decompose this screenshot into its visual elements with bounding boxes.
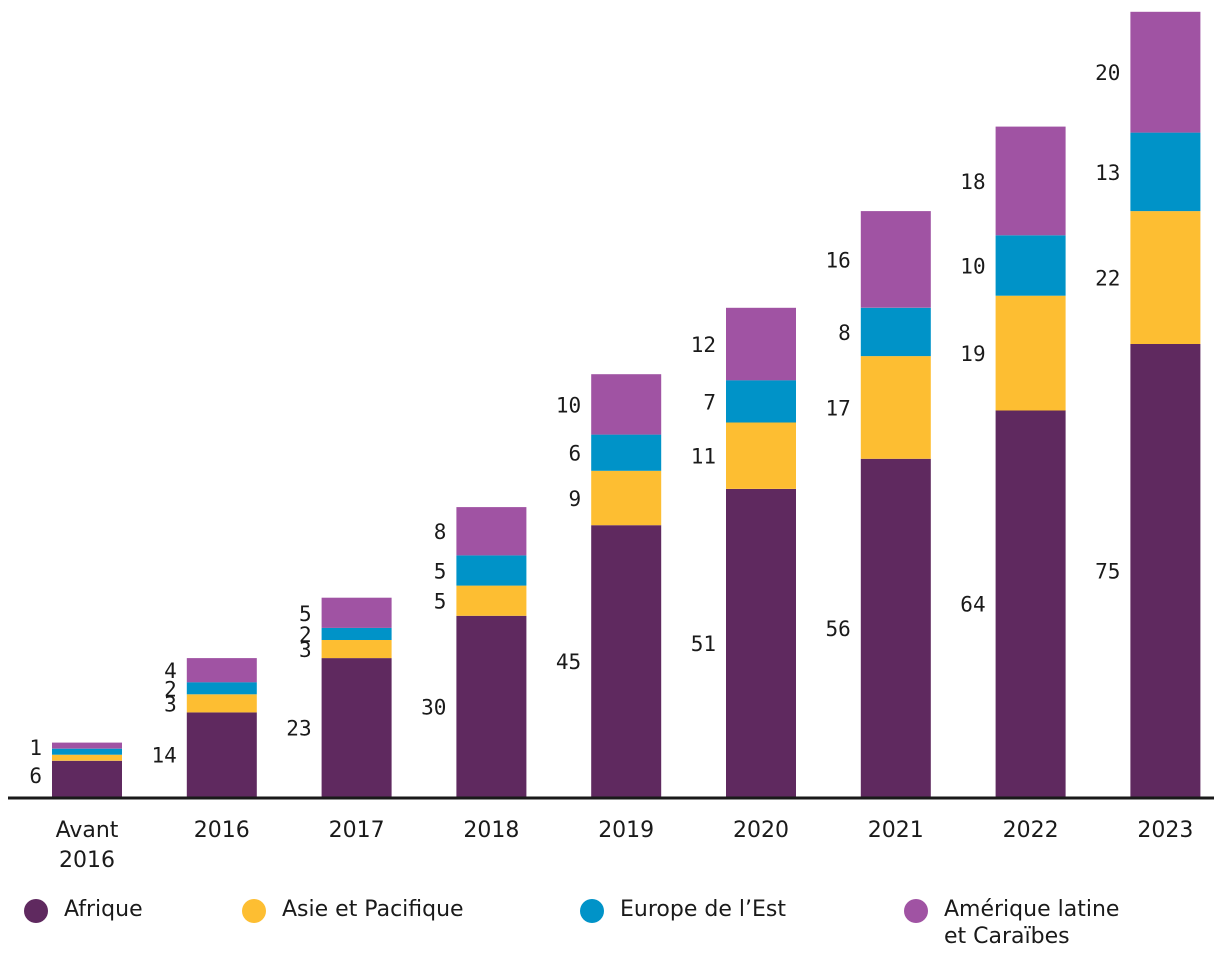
data-label-amerique-latine-et-caraibes-2021: 16 xyxy=(826,248,851,272)
data-label-afrique-2021: 56 xyxy=(826,617,851,641)
bar-europe-de-l-est-avant-2016 xyxy=(52,748,122,755)
tick-label-2021: 2021 xyxy=(868,818,924,843)
data-label-afrique-2019: 45 xyxy=(556,650,581,674)
data-label-afrique-2017: 23 xyxy=(286,717,311,741)
bar-afrique-2016 xyxy=(186,712,257,797)
bar-amerique-latine-et-caraibes-2017 xyxy=(321,597,392,628)
bar-afrique-2023 xyxy=(1130,344,1201,797)
bar-asie-et-pacifique-2016 xyxy=(186,694,257,713)
bar-europe-de-l-est-2018 xyxy=(456,555,527,586)
legend-label: Amérique latine et Caraïbes xyxy=(944,897,1120,949)
bar-afrique-2017 xyxy=(321,658,392,797)
data-label-asie-et-pacifique-2021: 17 xyxy=(826,396,851,420)
data-label-amerique-latine-et-caraibes-2017: 5 xyxy=(299,602,312,626)
data-label-afrique-2023: 75 xyxy=(1095,560,1120,584)
bar-asie-et-pacifique-avant-2016 xyxy=(52,754,122,761)
tick-label-2020: 2020 xyxy=(733,818,789,843)
bars-layer xyxy=(52,11,1201,797)
data-label-amerique-latine-et-caraibes-2019: 10 xyxy=(556,393,581,417)
bar-afrique-2019 xyxy=(591,525,662,797)
tick-label-2022: 2022 xyxy=(1003,818,1059,843)
bar-amerique-latine-et-caraibes-2018 xyxy=(456,507,527,556)
data-label-asie-et-pacifique-2016: 3 xyxy=(164,692,177,716)
bar-europe-de-l-est-2019 xyxy=(591,434,662,471)
bar-amerique-latine-et-caraibes-2022 xyxy=(995,126,1066,236)
bar-asie-et-pacifique-2017 xyxy=(321,640,392,659)
bar-europe-de-l-est-2017 xyxy=(321,627,392,640)
bar-amerique-latine-et-caraibes-2021 xyxy=(860,211,931,308)
bar-asie-et-pacifique-2018 xyxy=(456,585,527,616)
bar-afrique-2020 xyxy=(726,489,796,797)
data-label-asie-et-pacifique-2018: 5 xyxy=(434,590,447,614)
bar-europe-de-l-est-2020 xyxy=(726,380,796,423)
stacked-bar-chart: 61 14324233253055845961051117125617816641… xyxy=(8,11,1214,873)
x-axis-tick-labels: Avant 2016 2016 2017 2018 2019 2020 2021 2022 202… xyxy=(56,818,1194,873)
bar-asie-et-pacifique-2022 xyxy=(995,295,1066,411)
data-labels-layer: 61 14324233253055845961051117125617816641… xyxy=(29,61,1120,788)
bar-afrique-2018 xyxy=(456,615,527,797)
legend-swatch-icon xyxy=(24,899,48,923)
legend-swatch-icon xyxy=(580,899,604,923)
data-label-asie-et-pacifique-2019: 9 xyxy=(569,487,582,511)
legend-swatch-icon xyxy=(904,899,928,923)
legend-label: Europe de l’Est xyxy=(620,897,786,922)
bar-asie-et-pacifique-2021 xyxy=(860,356,931,459)
bar-afrique-2021 xyxy=(860,458,931,797)
data-label-europe-de-l-est-2017: 2 xyxy=(299,623,312,647)
bar-europe-de-l-est-2023 xyxy=(1130,132,1201,212)
tick-label-avant-2016: Avant 2016 xyxy=(56,818,119,873)
legend-item-europe-de-l-est: Europe de l’Est xyxy=(580,896,786,923)
data-label-afrique-2016: 14 xyxy=(152,744,177,768)
bar-amerique-latine-et-caraibes-2020 xyxy=(726,307,796,381)
data-label-afrique-2020: 51 xyxy=(691,632,716,656)
legend-item-asie-et-pacifique: Asie et Pacifique xyxy=(242,896,464,923)
data-label-asie-et-pacifique-2022: 19 xyxy=(960,342,985,366)
data-label-amerique-latine-et-caraibes-2023: 20 xyxy=(1095,61,1120,85)
bar-amerique-latine-et-caraibes-2023 xyxy=(1130,11,1201,133)
data-label-amerique-latine-et-caraibes-2020: 12 xyxy=(691,333,716,357)
data-label-europe-de-l-est-2022: 10 xyxy=(960,255,985,279)
legend-swatch-icon xyxy=(242,899,266,923)
bar-amerique-latine-et-caraibes-avant-2016 xyxy=(52,742,122,749)
bar-europe-de-l-est-2016 xyxy=(186,682,257,695)
data-label-amerique-latine-et-caraibes-2018: 8 xyxy=(434,520,447,544)
legend: Afrique Asie et Pacifique Europe de l’Est A… xyxy=(0,896,1214,956)
data-label-europe-de-l-est-2020: 7 xyxy=(703,390,716,414)
legend-label: Asie et Pacifique xyxy=(282,897,464,922)
data-label-europe-de-l-est-2016: 2 xyxy=(164,677,177,701)
data-label-afrique-2022: 64 xyxy=(960,593,985,617)
bar-afrique-2022 xyxy=(995,410,1066,797)
data-label-asie-et-pacifique-2017: 3 xyxy=(299,638,312,662)
bar-amerique-latine-et-caraibes-2016 xyxy=(186,658,257,683)
legend-label: Afrique xyxy=(64,897,143,922)
data-label-amerique-latine-et-caraibes-2016: 4 xyxy=(164,659,177,683)
data-label-asie-et-pacifique-2020: 11 xyxy=(691,445,716,469)
tick-label-2023: 2023 xyxy=(1137,818,1193,843)
bar-asie-et-pacifique-2020 xyxy=(726,422,796,489)
data-label-amerique-latine-et-caraibes-2022: 18 xyxy=(960,170,985,194)
tick-label-2016: 2016 xyxy=(194,818,250,843)
legend-item-amerique-latine-et-caraibes: Amérique latine et Caraïbes xyxy=(904,896,1119,950)
data-label-asie-et-pacifique-avant-2016: 1 xyxy=(29,736,42,760)
bar-amerique-latine-et-caraibes-2019 xyxy=(591,374,662,435)
tick-label-2019: 2019 xyxy=(598,818,654,843)
data-label-europe-de-l-est-2021: 8 xyxy=(838,321,851,345)
data-label-europe-de-l-est-2018: 5 xyxy=(434,560,447,584)
bar-europe-de-l-est-2021 xyxy=(860,307,931,357)
legend-item-afrique: Afrique xyxy=(24,896,143,923)
bar-asie-et-pacifique-2023 xyxy=(1130,211,1201,344)
data-label-asie-et-pacifique-2023: 22 xyxy=(1095,267,1120,291)
data-label-europe-de-l-est-2019: 6 xyxy=(569,442,582,466)
data-label-afrique-2018: 30 xyxy=(421,695,446,719)
bar-europe-de-l-est-2022 xyxy=(995,235,1066,296)
tick-label-2017: 2017 xyxy=(329,818,385,843)
bar-afrique-avant-2016 xyxy=(52,760,122,797)
bar-asie-et-pacifique-2019 xyxy=(591,470,662,526)
tick-label-2018: 2018 xyxy=(463,818,519,843)
data-label-afrique-avant-2016: 6 xyxy=(29,764,42,788)
data-label-europe-de-l-est-2023: 13 xyxy=(1095,161,1120,185)
